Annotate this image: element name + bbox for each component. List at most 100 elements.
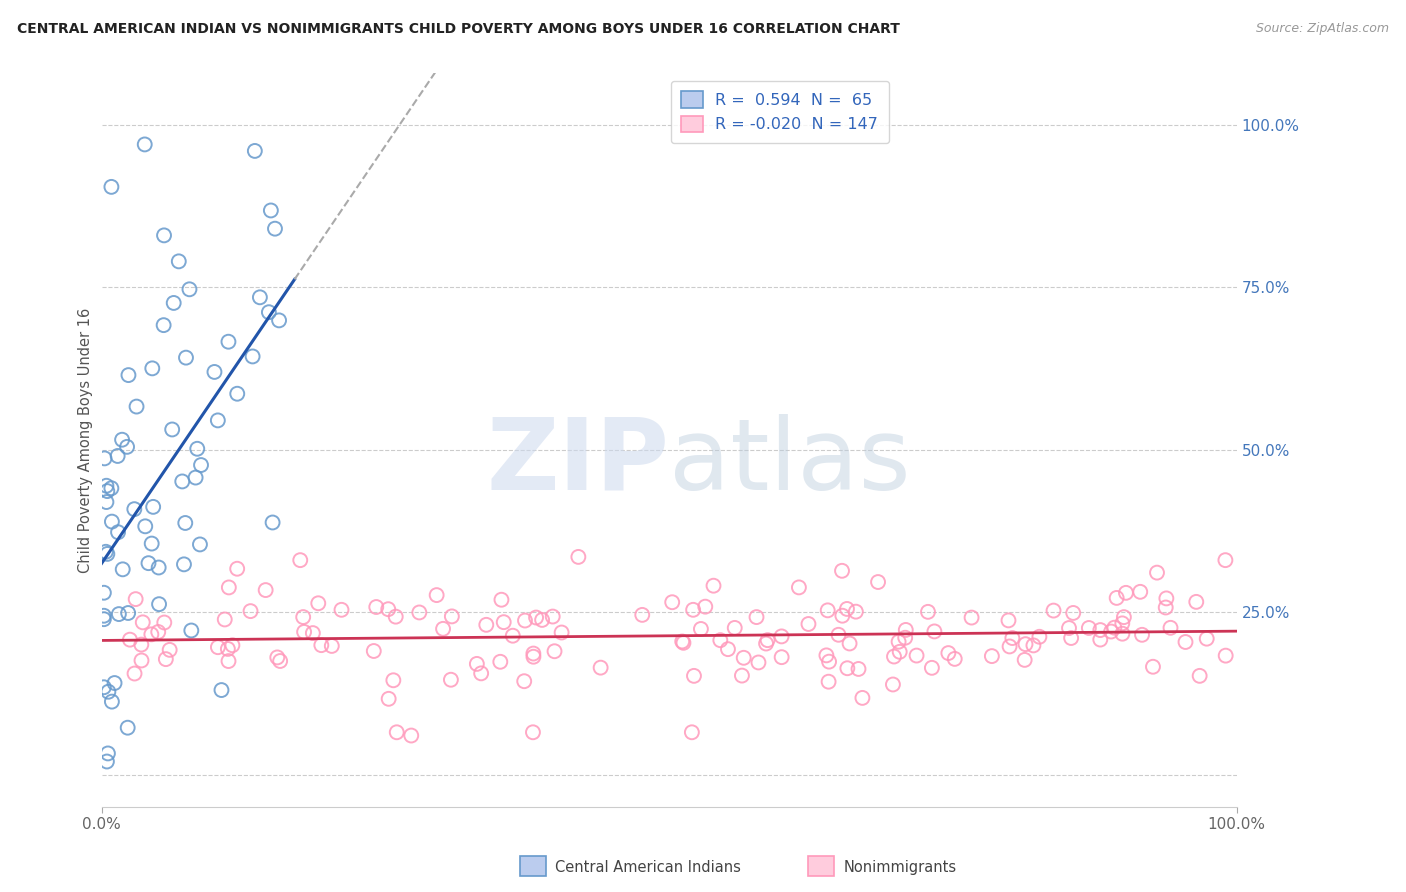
Point [266, 650, 288, 665]
Point [1130, 628, 1153, 642]
Point [141, 536, 163, 550]
Point [385, 725, 408, 739]
Point [1104, 621, 1126, 635]
Point [138, 556, 160, 570]
Point [787, 581, 810, 595]
Point [155, 652, 177, 666]
Point [207, 413, 229, 427]
Point [845, 605, 868, 619]
Point [567, 549, 589, 564]
Point [755, 636, 778, 650]
Point [827, 628, 849, 642]
Point [148, 624, 170, 639]
Point [96, 484, 118, 499]
Point [207, 640, 229, 655]
Point [524, 610, 547, 624]
Point [797, 617, 820, 632]
Point [1146, 566, 1168, 580]
Point [709, 633, 731, 648]
Point [682, 603, 704, 617]
Point [980, 649, 1002, 664]
Point [997, 614, 1019, 628]
Point [377, 602, 399, 616]
Point [1060, 631, 1083, 645]
Point [96, 495, 118, 509]
Point [117, 721, 139, 735]
Point [172, 475, 194, 489]
Point [117, 606, 139, 620]
Point [97, 747, 120, 761]
Point [960, 610, 983, 624]
Point [260, 203, 283, 218]
Point [96, 755, 118, 769]
Point [267, 313, 290, 327]
Point [124, 502, 146, 516]
Point [311, 638, 333, 652]
Point [131, 638, 153, 652]
Point [132, 615, 155, 630]
Point [465, 657, 488, 671]
Point [1156, 591, 1178, 606]
Point [103, 676, 125, 690]
Legend: R =  0.594  N =  65, R = -0.020  N = 147: R = 0.594 N = 65, R = -0.020 N = 147 [671, 80, 889, 143]
Point [190, 458, 212, 472]
Point [167, 254, 190, 268]
Point [302, 626, 325, 640]
Point [217, 334, 239, 349]
Point [531, 613, 554, 627]
Point [894, 631, 917, 645]
Point [184, 470, 207, 484]
Point [1215, 648, 1237, 663]
Point [868, 574, 890, 589]
Point [998, 640, 1021, 654]
Point [134, 519, 156, 533]
Point [173, 558, 195, 572]
Point [254, 583, 277, 598]
Point [1042, 604, 1064, 618]
Point [543, 644, 565, 658]
Point [1028, 630, 1050, 644]
Point [264, 221, 287, 235]
Point [1099, 624, 1122, 639]
Point [1090, 632, 1112, 647]
Point [218, 581, 240, 595]
Point [257, 305, 280, 319]
Point [221, 638, 243, 652]
Point [111, 433, 134, 447]
Point [1142, 659, 1164, 673]
Text: Source: ZipAtlas.com: Source: ZipAtlas.com [1256, 22, 1389, 36]
Point [179, 282, 201, 296]
Point [101, 515, 124, 529]
Point [1105, 591, 1128, 605]
Point [148, 597, 170, 611]
Point [218, 654, 240, 668]
Point [440, 673, 463, 687]
Point [1057, 621, 1080, 635]
Point [817, 674, 839, 689]
Point [770, 629, 793, 643]
Point [100, 180, 122, 194]
Point [831, 608, 853, 623]
Point [522, 649, 544, 664]
Point [917, 605, 939, 619]
Point [188, 537, 211, 551]
Point [921, 661, 943, 675]
Point [96, 547, 118, 561]
Point [683, 669, 706, 683]
Point [159, 643, 181, 657]
Point [745, 610, 768, 624]
Point [239, 604, 262, 618]
Point [174, 516, 197, 530]
Point [432, 622, 454, 636]
Point [1188, 669, 1211, 683]
Point [883, 649, 905, 664]
Point [148, 560, 170, 574]
Point [186, 442, 208, 456]
Point [889, 645, 911, 659]
Point [93, 586, 115, 600]
Point [631, 607, 654, 622]
Point [1014, 637, 1036, 651]
Point [887, 634, 910, 648]
Point [513, 674, 536, 689]
Point [491, 592, 513, 607]
